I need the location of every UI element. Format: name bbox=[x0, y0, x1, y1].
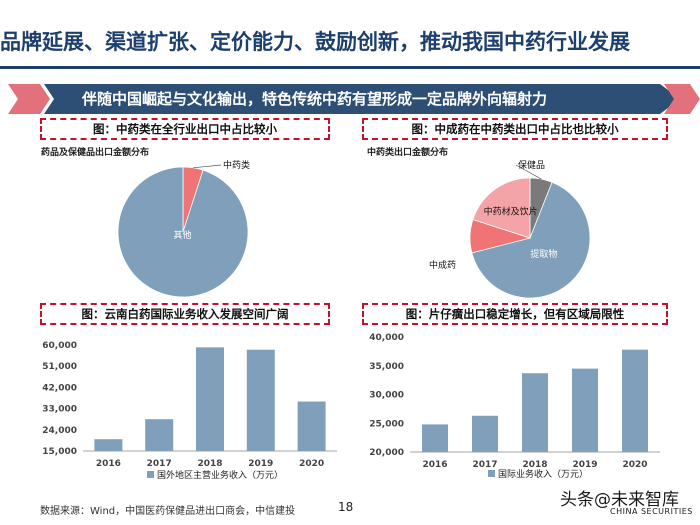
x-tick-label: 2016 bbox=[96, 459, 121, 469]
pie-label-0: 保健品 bbox=[518, 159, 545, 171]
x-tick-label: 2016 bbox=[422, 460, 447, 470]
legend-label: 国际业务收入（万元） bbox=[498, 468, 588, 480]
y-tick-label: 30,000 bbox=[369, 391, 404, 401]
y-tick-label: 42,000 bbox=[42, 383, 77, 393]
caption-yunnan-baiyao: 图：云南白药国际业务收入发展空间广阔 bbox=[40, 303, 330, 325]
x-tick-label: 2019 bbox=[248, 459, 273, 469]
pie-subtitle: 药品及保健品出口金额分布 bbox=[41, 146, 149, 158]
y-tick-label: 24,000 bbox=[42, 426, 77, 436]
pie-slice-3 bbox=[472, 177, 531, 239]
legend-swatch bbox=[488, 470, 495, 477]
y-tick-label: 20,000 bbox=[369, 448, 404, 458]
source-note: 数据来源：Wind，中国医药保健品进出口商会，中信建投 bbox=[40, 506, 296, 517]
pie-leader-line-0 bbox=[193, 164, 222, 169]
banner-accent-chevron bbox=[8, 84, 50, 114]
legend-swatch bbox=[147, 471, 154, 478]
bar-2016 bbox=[422, 424, 448, 452]
bar-2017 bbox=[472, 415, 498, 452]
pie-label-0: 中药类 bbox=[223, 159, 250, 171]
x-tick-label: 2019 bbox=[572, 460, 597, 470]
pie-slice-1 bbox=[471, 181, 591, 299]
x-tick-label: 2018 bbox=[197, 459, 222, 469]
x-tick-label: 2018 bbox=[522, 460, 547, 470]
y-tick-label: 25,000 bbox=[369, 419, 404, 429]
page-title: 品牌延展、渠道扩张、定价能力、鼓励创新，推动我国中药行业发展 bbox=[0, 30, 630, 54]
x-tick-label: 2020 bbox=[622, 460, 647, 470]
bar-2018 bbox=[196, 347, 224, 451]
x-tick-label: 2017 bbox=[147, 459, 172, 469]
caption-export-share: 图：中药类在全行业出口中占比较小 bbox=[40, 118, 330, 140]
pie-slice-1 bbox=[117, 166, 249, 298]
bar-2018 bbox=[522, 373, 548, 452]
y-tick-label: 33,000 bbox=[42, 405, 77, 415]
x-tick-label: 2017 bbox=[472, 460, 497, 470]
caption-pien-tze-huang: 图：片仔癀出口稳定增长，但有区域局限性 bbox=[362, 303, 668, 325]
bar-chart-pien-tze-huang: 20,000 25,000 30,000 35,000 40,000 2016 2017 20… bbox=[369, 333, 660, 480]
legend-label: 国外地区主营业务收入（万元） bbox=[157, 469, 283, 481]
y-tick-label: 60,000 bbox=[42, 341, 77, 351]
bar-2017 bbox=[145, 419, 174, 451]
caption-tcm-share: 图：中成药在中药类出口中占比也比较小 bbox=[362, 118, 668, 140]
pie-label-1: 其他 bbox=[173, 229, 191, 241]
banner-text: 伴随中国崛起与文化输出，特色传统中药有望形成一定品牌外向辐射力 bbox=[82, 90, 548, 108]
bar-2019 bbox=[572, 368, 598, 452]
bar-2019 bbox=[246, 349, 275, 451]
y-tick-label: 40,000 bbox=[369, 333, 404, 343]
watermark-sub: CHINA SECURITIES bbox=[610, 507, 693, 516]
banner-accent-tip bbox=[664, 84, 700, 114]
bar-chart-yunnan-baiyao: 15,000 24,000 33,000 42,000 51,000 60,000 2016… bbox=[42, 341, 337, 481]
banner-arrow bbox=[8, 84, 700, 114]
x-tick-label: 2020 bbox=[299, 459, 324, 469]
bar-2020 bbox=[297, 401, 326, 451]
y-tick-label: 15,000 bbox=[42, 447, 77, 457]
title-divider bbox=[0, 66, 700, 69]
pie-label-2: 中成药 bbox=[429, 259, 456, 271]
pie-label-3: 中药材及饮片 bbox=[484, 205, 538, 217]
pie-label-1: 提取物 bbox=[530, 248, 557, 260]
y-tick-label: 35,000 bbox=[369, 362, 404, 372]
pie-leader-line-0 bbox=[515, 164, 542, 180]
bar-2020 bbox=[622, 349, 648, 452]
y-tick-label: 51,000 bbox=[42, 362, 77, 372]
pie-subtitle: 中药类出口金额分布 bbox=[367, 146, 448, 158]
page-number: 18 bbox=[338, 500, 354, 514]
watermark-text: 头条@未来智库 bbox=[560, 490, 679, 510]
banner-body bbox=[44, 84, 680, 114]
bar-2016 bbox=[94, 439, 123, 451]
